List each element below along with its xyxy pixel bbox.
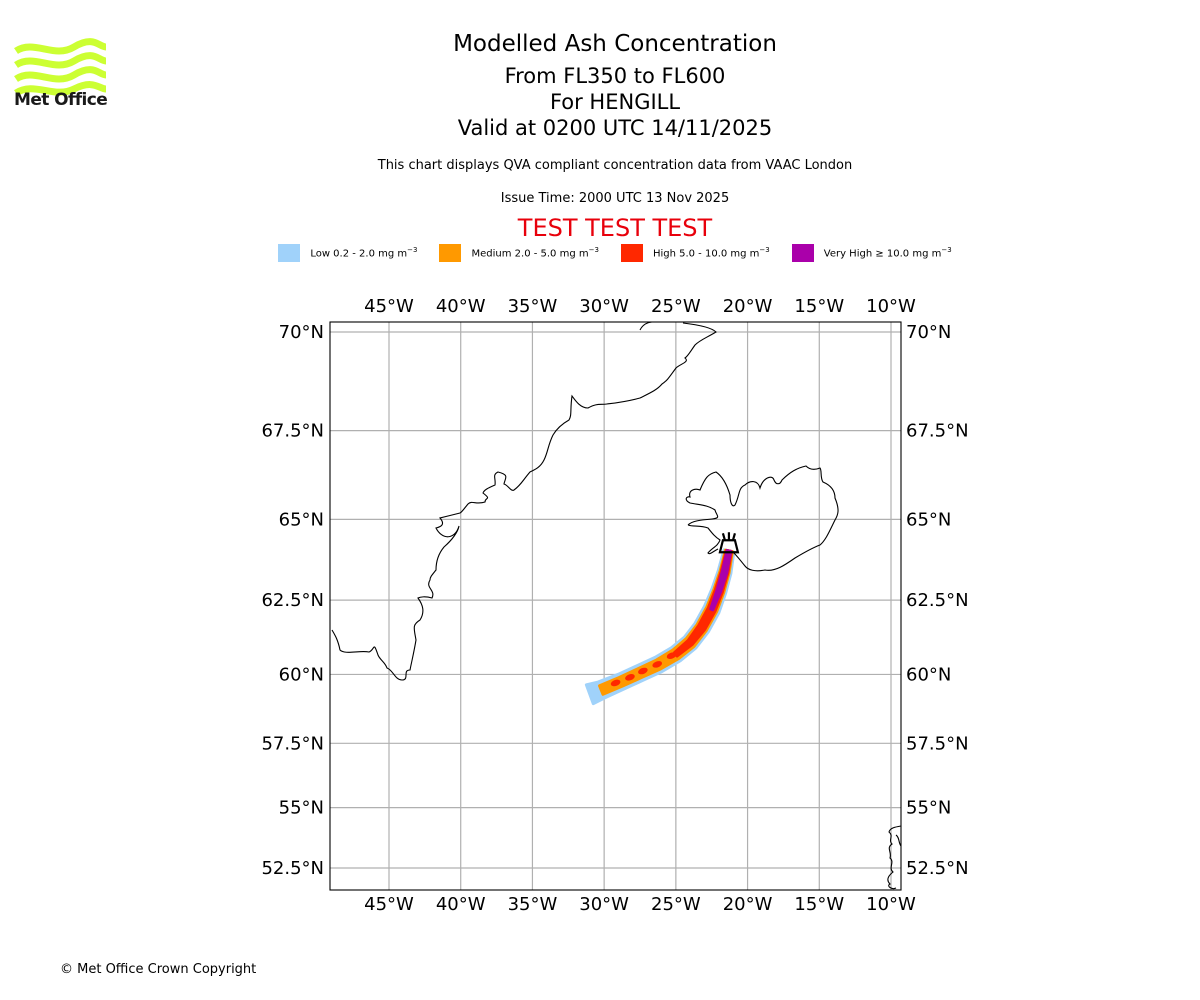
- lon-tick-label-top: 45°W: [364, 296, 414, 317]
- lat-tick-label-right: 67.5°N: [906, 421, 969, 442]
- legend-item-low: Low 0.2 - 2.0 mg m−3: [278, 244, 417, 262]
- lon-tick-label-top: 30°W: [579, 296, 629, 317]
- legend-label: Low 0.2 - 2.0 mg m−3: [310, 246, 418, 260]
- coastline-british-isles: [887, 825, 901, 890]
- lat-tick-label-left: 65°N: [279, 509, 324, 530]
- legend-label: High 5.0 - 10.0 mg m−3: [652, 246, 770, 260]
- legend-swatch: [278, 244, 301, 262]
- map-frame: [329, 321, 902, 891]
- lon-tick-label-bottom: 35°W: [508, 894, 558, 915]
- legend-swatch: [620, 244, 643, 262]
- legend-item-high: High 5.0 - 10.0 mg m−3: [620, 244, 770, 262]
- issue-time: Issue Time: 2000 UTC 13 Nov 2025: [500, 191, 730, 206]
- coastline-iceland: [685, 465, 839, 572]
- axis-labels: 45°W 45°W 40°W 40°W 35°W 35°W 30°W 30°W 25°W 25°W…: [261, 296, 968, 915]
- lon-tick-label-top: 10°W: [866, 296, 916, 317]
- volcano-name: For HENGILL: [549, 90, 681, 114]
- volcano-cone: [718, 539, 740, 554]
- legend-swatch: [439, 244, 462, 262]
- lon-tick-label-bottom: 15°W: [794, 894, 844, 915]
- lon-tick-label-top: 35°W: [508, 296, 558, 317]
- test-banner: TEST TEST TEST: [517, 214, 713, 242]
- plume-very-high: [709, 549, 733, 612]
- volcano-icon: [718, 532, 740, 554]
- lat-tick-label-right: 60°N: [906, 664, 951, 685]
- legend: Low 0.2 - 2.0 mg m−3 Medium 2.0 - 5.0 mg…: [0, 244, 1200, 262]
- copyright: © Met Office Crown Copyright: [60, 962, 257, 977]
- lon-tick-label-bottom: 45°W: [364, 894, 414, 915]
- coastlines: [331, 322, 901, 890]
- lat-tick-label-left: 57.5°N: [261, 733, 324, 754]
- volcano-plume-lines: [721, 532, 736, 541]
- flight-levels: From FL350 to FL600: [504, 64, 726, 88]
- valid-time: Valid at 0200 UTC 14/11/2025: [457, 116, 773, 140]
- logo-text: Met Office: [14, 90, 108, 110]
- plume-high-patch: [666, 652, 677, 659]
- plume-high-patch: [638, 667, 648, 675]
- lat-tick-label-right: 65°N: [906, 509, 951, 530]
- lat-tick-label-left: 52.5°N: [261, 858, 324, 879]
- lat-tick-label-right: 70°N: [906, 322, 951, 343]
- plume-high-patch: [652, 661, 663, 668]
- subtitle: This chart displays QVA compliant concen…: [377, 158, 853, 173]
- lat-tick-label-right: 57.5°N: [906, 733, 969, 754]
- graticule: [330, 322, 901, 890]
- ash-plume: [584, 548, 736, 706]
- legend-label: Very High ≥ 10.0 mg m−3: [823, 246, 952, 260]
- lon-tick-label-bottom: 40°W: [436, 894, 486, 915]
- legend-item-medium: Medium 2.0 - 5.0 mg m−3: [439, 244, 599, 262]
- lat-tick-label-left: 62.5°N: [261, 590, 324, 611]
- lat-tick-label-left: 67.5°N: [261, 421, 324, 442]
- lon-tick-label-bottom: 30°W: [579, 894, 629, 915]
- lat-tick-label-left: 55°N: [279, 798, 324, 819]
- lon-tick-label-bottom: 20°W: [723, 894, 773, 915]
- met-office-logo-icon: [14, 38, 106, 97]
- lon-tick-label-top: 20°W: [723, 296, 773, 317]
- legend-item-very-high: Very High ≥ 10.0 mg m−3: [791, 244, 952, 262]
- lon-tick-label-top: 25°W: [651, 296, 701, 317]
- lon-tick-label-top: 40°W: [436, 296, 486, 317]
- lon-tick-label-top: 15°W: [794, 296, 844, 317]
- plume-high-patch: [625, 673, 635, 681]
- lat-tick-label-right: 62.5°N: [906, 590, 969, 611]
- plume-high-patch: [610, 679, 621, 687]
- lat-tick-label-left: 70°N: [279, 322, 324, 343]
- chart-title: Modelled Ash Concentration: [453, 31, 777, 57]
- legend-label: Medium 2.0 - 5.0 mg m−3: [471, 246, 599, 260]
- lon-tick-label-bottom: 10°W: [866, 894, 916, 915]
- lat-tick-label-right: 52.5°N: [906, 858, 969, 879]
- lat-tick-label-right: 55°N: [906, 798, 951, 819]
- lon-tick-label-bottom: 25°W: [651, 894, 701, 915]
- lat-tick-label-left: 60°N: [279, 664, 324, 685]
- legend-swatch: [791, 244, 814, 262]
